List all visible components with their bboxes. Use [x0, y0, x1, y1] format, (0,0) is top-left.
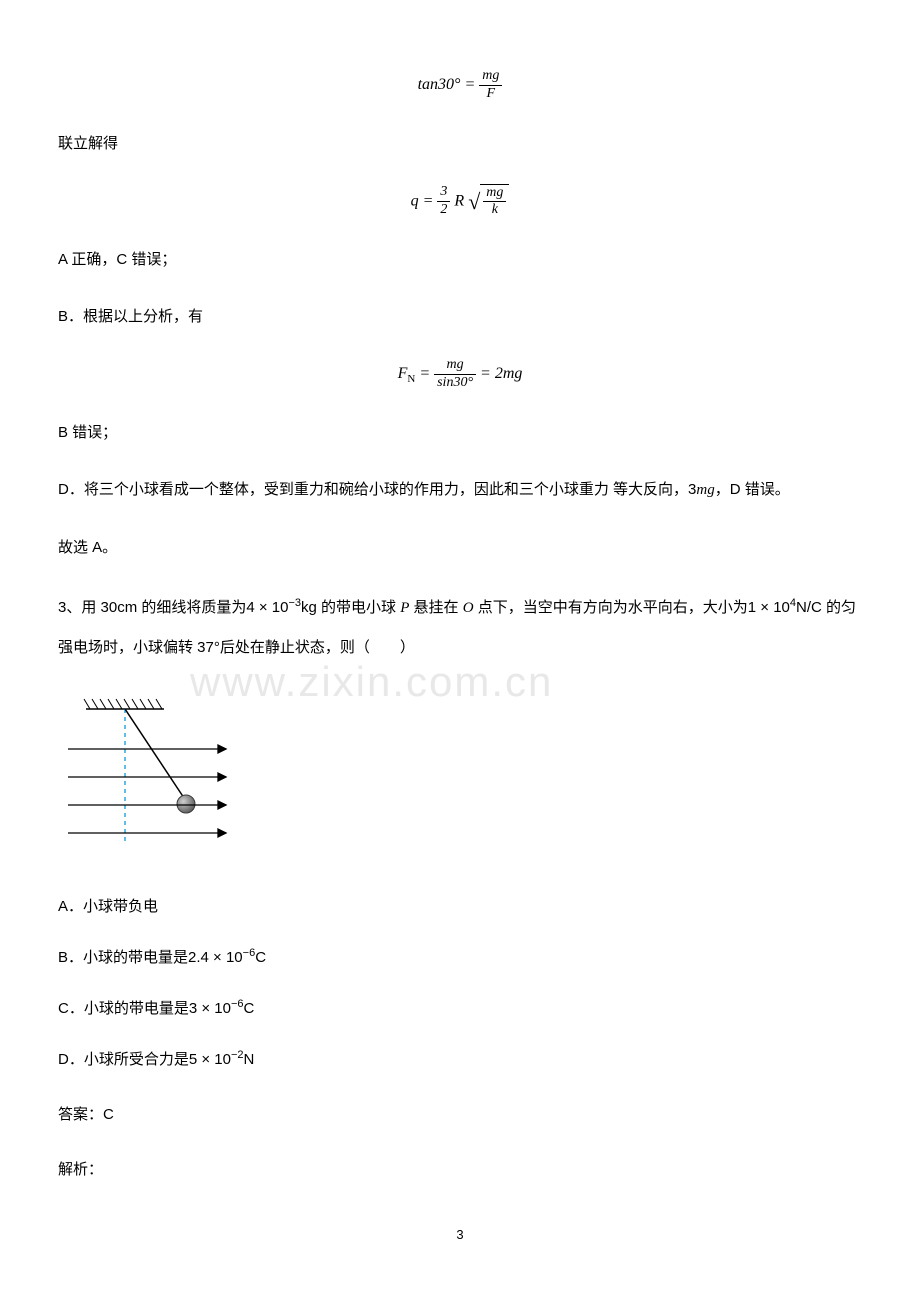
opt-b-post: C — [255, 949, 266, 966]
option-c: C．小球的带电量是3 × 10−6C — [58, 996, 862, 1021]
answer-line: 答案：C — [58, 1098, 862, 1131]
eq3-F: F — [398, 365, 408, 382]
para-a-correct: A 正确，C 错误； — [58, 243, 862, 276]
para5-pre: D．将三个小球看成一个整体，受到重力和碗给小球的作用力，因此和三个小球重力 等大… — [58, 481, 696, 498]
sqrt-icon: √ — [468, 189, 480, 214]
eq3-sub-N: N — [407, 373, 415, 385]
eq2-sqrt: √ mg k — [468, 184, 509, 220]
eq3-num: mg — [434, 357, 476, 375]
eq3-den: sin30° — [434, 375, 476, 392]
para-lianlijie: 联立解得 — [58, 127, 862, 160]
opt-d-post: N — [244, 1051, 255, 1068]
eq1-den: F — [479, 86, 502, 103]
opt-b-pre: B．小球的带电量是2.4 × 10 — [58, 949, 243, 966]
eq3-eq: = — [419, 365, 430, 382]
q3-l2a: 10 — [773, 599, 790, 616]
eq1-num: mg — [479, 68, 502, 86]
eq1-lhs: tan30° = — [418, 76, 476, 93]
page-number: 3 — [58, 1225, 862, 1246]
q3-l1c: 悬挂在 — [409, 599, 462, 616]
opt-c-exp: −6 — [231, 998, 244, 1010]
eq2-sqrt-num: mg — [483, 185, 506, 203]
eq2-mid: R — [454, 192, 464, 209]
q3-O: O — [463, 600, 474, 616]
eq2-frac: 3 2 — [437, 184, 450, 219]
q3-l1b: kg 的带电小球 — [301, 599, 400, 616]
eq2-sqrt-frac: mg k — [483, 185, 506, 220]
pendulum-diagram — [58, 691, 862, 869]
para-b-analysis: B．根据以上分析，有 — [58, 300, 862, 333]
explain-label: 解析： — [58, 1155, 862, 1185]
para-b-wrong: B 错误； — [58, 416, 862, 449]
diagram-svg — [58, 691, 238, 861]
question-3: 3、用 30cm 的细线将质量为4 × 10−3kg 的带电小球 P 悬挂在 O… — [58, 588, 862, 667]
equation-3: FN = mg sin30° = 2mg — [58, 357, 862, 392]
option-d: D．小球所受合力是5 × 10−2N — [58, 1047, 862, 1072]
para5-post: ，D 错误。 — [715, 481, 790, 498]
para5-mg: mg — [696, 482, 714, 498]
q3-l1d: 点下，当空中有方向为水平向右，大小为1 × — [474, 599, 769, 616]
eq2-lhs: q = — [411, 192, 434, 209]
opt-c-pre: C．小球的带电量是3 × 10 — [58, 1000, 231, 1017]
option-b: B．小球的带电量是2.4 × 10−6C — [58, 945, 862, 970]
eq3-frac: mg sin30° — [434, 357, 476, 392]
para-d-explain: D．将三个小球看成一个整体，受到重力和碗给小球的作用力，因此和三个小球重力 等大… — [58, 473, 862, 507]
equation-1: tan30° = mg F — [58, 68, 862, 103]
eq2-frac-num: 3 — [437, 184, 450, 202]
q3-l1a: 3、用 30cm 的细线将质量为4 × 10 — [58, 599, 288, 616]
eq1-fraction: mg F — [479, 68, 502, 103]
option-a: A．小球带负电 — [58, 895, 862, 919]
q3-P: P — [400, 600, 409, 616]
q3-exp1: −3 — [288, 597, 301, 609]
equation-2: q = 3 2 R √ mg k — [58, 184, 862, 220]
opt-b-exp: −6 — [243, 947, 256, 959]
opt-d-pre: D．小球所受合力是5 × 10 — [58, 1051, 231, 1068]
opt-c-post: C — [244, 1000, 255, 1017]
opt-d-exp: −2 — [231, 1049, 244, 1061]
eq2-sqrt-den: k — [483, 202, 506, 219]
page-content: tan30° = mg F 联立解得 q = 3 2 R √ mg k A 正确… — [58, 68, 862, 1246]
para-choose-a: 故选 A。 — [58, 531, 862, 564]
eq3-suffix: = 2mg — [480, 365, 522, 382]
eq2-frac-den: 2 — [437, 202, 450, 219]
